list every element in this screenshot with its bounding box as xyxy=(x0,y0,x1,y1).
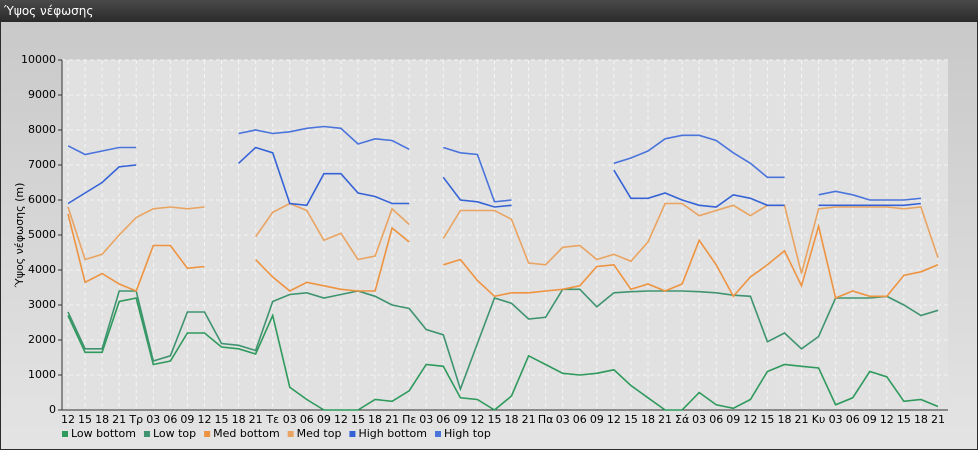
x-tick-label: 09 xyxy=(726,413,740,426)
y-tick-label: 1000 xyxy=(28,368,56,381)
window-title: Ύψος νέφωσης xyxy=(0,0,978,22)
y-tick-label: 9000 xyxy=(28,88,56,101)
x-tick-label: 21 xyxy=(249,413,263,426)
legend-swatch xyxy=(62,431,68,437)
x-tick-label: Τρ xyxy=(128,413,143,426)
x-tick-label: Κυ xyxy=(812,413,826,426)
y-tick-label: 0 xyxy=(49,403,56,416)
y-tick-label: 6000 xyxy=(28,193,56,206)
x-tick-label: 18 xyxy=(914,413,928,426)
y-tick-label: 4000 xyxy=(28,263,56,276)
x-tick-label: 03 xyxy=(419,413,433,426)
legend-label: Low bottom xyxy=(71,427,136,440)
x-tick-label: 18 xyxy=(232,413,246,426)
x-tick-label: 18 xyxy=(505,413,519,426)
x-tick-label: 15 xyxy=(351,413,365,426)
x-tick-label: 12 xyxy=(61,413,75,426)
series-line xyxy=(67,288,939,392)
series-line xyxy=(67,146,921,208)
x-tick-label: 06 xyxy=(300,413,314,426)
legend-swatch xyxy=(204,431,211,437)
y-tick-label: 8000 xyxy=(28,123,56,136)
legend-swatch xyxy=(349,431,356,437)
x-tick-label: 03 xyxy=(692,413,706,426)
x-tick-label: 12 xyxy=(880,413,894,426)
y-tick-label: 5000 xyxy=(28,228,56,241)
x-tick-label: 09 xyxy=(453,413,467,426)
legend-swatch xyxy=(287,431,294,437)
x-tick-label: 15 xyxy=(897,413,911,426)
x-tick-label: 15 xyxy=(215,413,229,426)
x-tick-label: 18 xyxy=(368,413,382,426)
x-tick-label: 15 xyxy=(78,413,92,426)
x-tick-label: 18 xyxy=(95,413,109,426)
y-tick-label: 2000 xyxy=(28,333,56,346)
x-tick-label: 21 xyxy=(112,413,126,426)
x-tick-label: 21 xyxy=(658,413,672,426)
x-tick-label: 21 xyxy=(931,413,945,426)
x-tick-label: 06 xyxy=(436,413,450,426)
x-tick-label: 18 xyxy=(641,413,655,426)
x-tick-label: 06 xyxy=(163,413,177,426)
x-tick-label: 03 xyxy=(146,413,160,426)
legend-label: High top xyxy=(444,427,491,440)
legend-label: High bottom xyxy=(358,427,427,440)
x-tick-label: 21 xyxy=(795,413,809,426)
x-tick-label: 03 xyxy=(556,413,570,426)
x-tick-label: 06 xyxy=(709,413,723,426)
x-tick-label: 09 xyxy=(590,413,604,426)
x-tick-label: 06 xyxy=(573,413,587,426)
x-tick-label: 15 xyxy=(487,413,501,426)
x-tick-label: 12 xyxy=(334,413,348,426)
x-tick-label: 12 xyxy=(470,413,484,426)
x-tick-label: 03 xyxy=(829,413,843,426)
x-tick-label: 09 xyxy=(180,413,194,426)
x-tick-label: 12 xyxy=(743,413,757,426)
series-line xyxy=(67,202,939,274)
legend-label: Med bottom xyxy=(213,427,280,440)
chart: Ύψος νέφωσης (m) 0 1000 2000 3000 4000 5000 60… xyxy=(1,22,977,449)
series-line xyxy=(67,297,939,411)
legend-swatch xyxy=(143,431,150,437)
x-tick-label: 15 xyxy=(624,413,638,426)
x-tick-label: Πα xyxy=(538,413,554,426)
legend-label: Low top xyxy=(153,427,196,440)
series-line xyxy=(67,213,939,300)
x-tick-label: 09 xyxy=(317,413,331,426)
x-tick-label: 15 xyxy=(760,413,774,426)
x-tick-label: 12 xyxy=(197,413,211,426)
y-tick-label: 3000 xyxy=(28,298,56,311)
x-tick-label: 12 xyxy=(607,413,621,426)
x-tick-label: 03 xyxy=(283,413,297,426)
legend-label: Med top xyxy=(297,427,342,440)
x-tick-label: Σά xyxy=(675,413,689,426)
x-tick-label: 21 xyxy=(385,413,399,426)
x-tick-label: 09 xyxy=(863,413,877,426)
y-tick-label: 10000 xyxy=(21,53,56,66)
x-tick-label: 18 xyxy=(777,413,791,426)
y-axis-label: Ύψος νέφωσης (m) xyxy=(13,183,26,289)
x-tick-label: Τε xyxy=(265,413,279,426)
x-tick-label: 06 xyxy=(846,413,860,426)
x-tick-label: Πε xyxy=(402,413,416,426)
legend-swatch xyxy=(435,431,441,437)
series-line xyxy=(67,125,921,203)
x-tick-label: 21 xyxy=(522,413,536,426)
y-tick-label: 7000 xyxy=(28,158,56,171)
